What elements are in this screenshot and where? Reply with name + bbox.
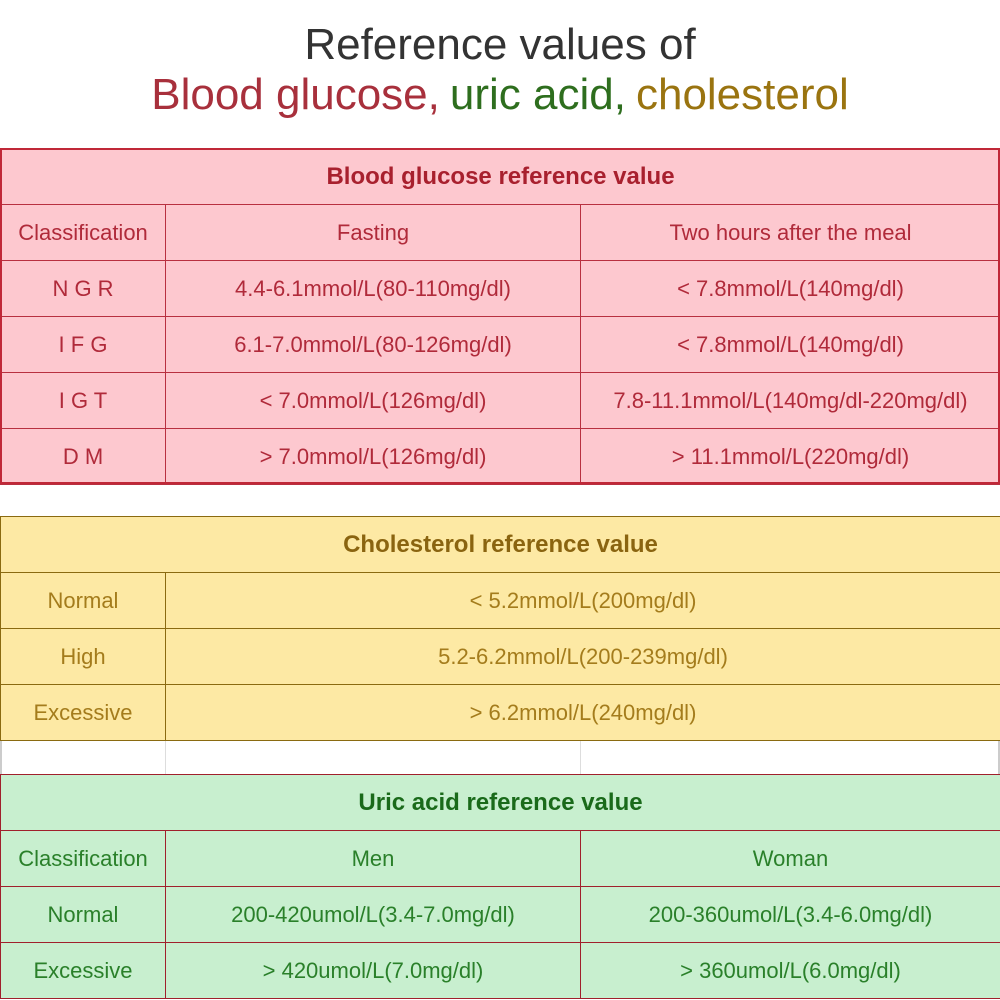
- subtitle: Blood glucose, uric acid, cholesterol: [0, 70, 1000, 120]
- table-cell: < 7.8mmol/L(140mg/dl): [580, 260, 1000, 317]
- table-cell: 200-420umol/L(3.4-7.0mg/dl): [165, 886, 581, 943]
- table-cell: High: [0, 628, 166, 685]
- section-title: Blood glucose reference value: [0, 148, 1000, 205]
- table-cell: I F G: [0, 316, 166, 373]
- table-cell: > 7.0mmol/L(126mg/dl): [165, 428, 581, 485]
- table-cell: Woman: [580, 830, 1000, 887]
- table-cell: Men: [165, 830, 581, 887]
- table-cell: 6.1-7.0mmol/L(80-126mg/dl): [165, 316, 581, 373]
- table-cell: Normal: [0, 572, 166, 629]
- subtitle-cholesterol: cholesterol: [635, 70, 849, 119]
- title: Reference values of: [304, 20, 696, 69]
- section-title: Cholesterol reference value: [0, 516, 1000, 573]
- table-cell: 4.4-6.1mmol/L(80-110mg/dl): [165, 260, 581, 317]
- table-cell: 7.8-11.1mmol/L(140mg/dl-220mg/dl): [580, 372, 1000, 429]
- table-cell: > 6.2mmol/L(240mg/dl): [165, 684, 1000, 741]
- table-cell: > 11.1mmol/L(220mg/dl): [580, 428, 1000, 485]
- section-title: Uric acid reference value: [0, 774, 1000, 831]
- table-cell: I G T: [0, 372, 166, 429]
- table-cell: < 5.2mmol/L(200mg/dl): [165, 572, 1000, 629]
- table-cell: Two hours after the meal: [580, 204, 1000, 261]
- table-cell: Excessive: [0, 684, 166, 741]
- table-cell: > 420umol/L(7.0mg/dl): [165, 942, 581, 999]
- table-cell: > 360umol/L(6.0mg/dl): [580, 942, 1000, 999]
- table-cell: Excessive: [0, 942, 166, 999]
- table-cell: Normal: [0, 886, 166, 943]
- table-cell: < 7.8mmol/L(140mg/dl): [580, 316, 1000, 373]
- subtitle-glucose: Blood glucose,: [151, 70, 440, 119]
- subtitle-uric: uric acid,: [449, 70, 626, 119]
- spacer: [0, 740, 1000, 774]
- table-cell: N G R: [0, 260, 166, 317]
- table-cell: < 7.0mmol/L(126mg/dl): [165, 372, 581, 429]
- table-cell: 5.2-6.2mmol/L(200-239mg/dl): [165, 628, 1000, 685]
- table-cell: Fasting: [165, 204, 581, 261]
- table-cell: Classification: [0, 204, 166, 261]
- table-cell: D M: [0, 428, 166, 485]
- table-cell: Classification: [0, 830, 166, 887]
- table-cell: 200-360umol/L(3.4-6.0mg/dl): [580, 886, 1000, 943]
